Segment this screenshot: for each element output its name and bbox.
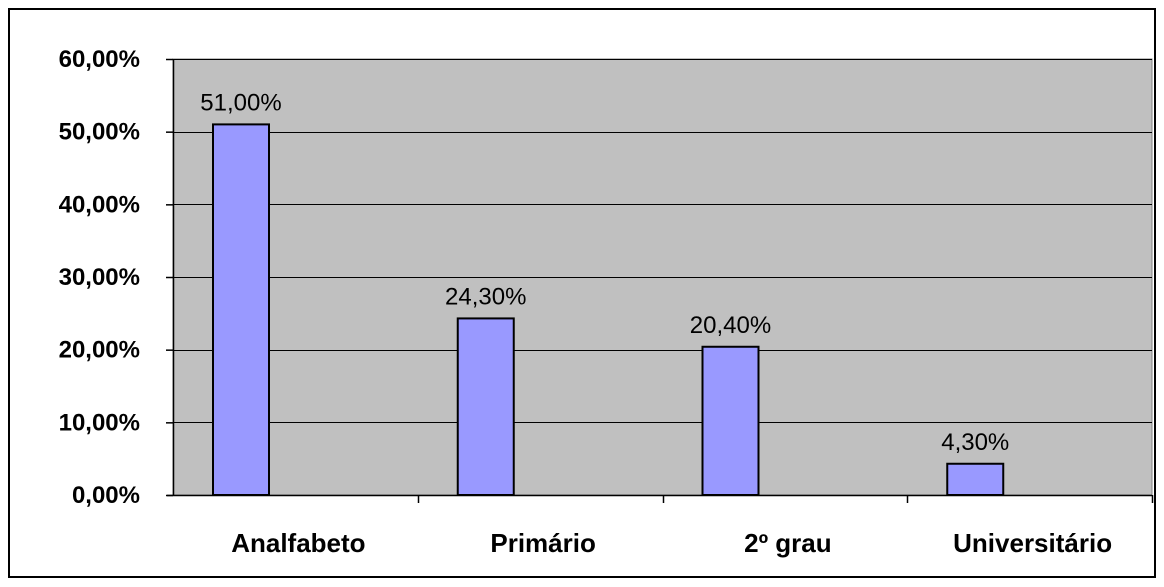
bar-3 (946, 462, 1005, 496)
y-tick-label: 30,00% (59, 264, 140, 291)
bar-0 (212, 123, 270, 497)
data-label-2: 20,40% (690, 312, 771, 339)
category-label-0: Analfabeto (231, 528, 365, 558)
y-tick-label: 20,00% (59, 337, 140, 364)
data-label-1: 24,30% (445, 283, 526, 310)
data-label-3: 4,30% (941, 429, 1009, 456)
y-tick-label: 0,00% (72, 482, 140, 509)
y-tick-label: 60,00% (59, 46, 140, 73)
y-tick-label: 10,00% (59, 409, 140, 436)
category-label-3: Universitário (953, 528, 1112, 558)
bar-1 (456, 317, 515, 497)
category-label-2: 2º grau (744, 528, 832, 558)
bar-2 (701, 345, 760, 497)
y-tick-label: 50,00% (59, 119, 140, 146)
data-label-0: 51,00% (200, 89, 281, 116)
y-tick-label: 40,00% (59, 191, 140, 218)
category-label-1: Primário (490, 528, 596, 558)
